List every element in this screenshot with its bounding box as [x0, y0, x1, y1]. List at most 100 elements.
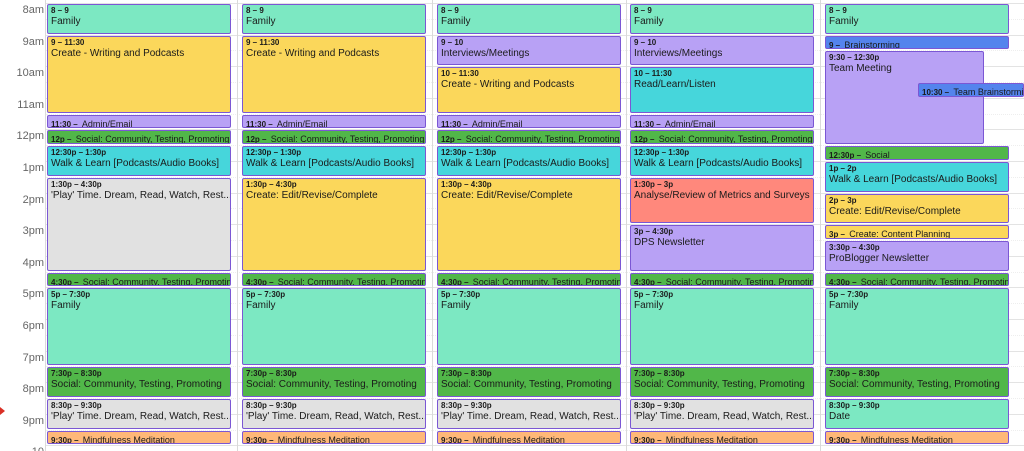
calendar-event[interactable]: 1:30p – 3p Analyse/Review of Metrics and … — [630, 177, 814, 224]
calendar-event[interactable]: 4:30p – Social: Community, Testing, Prom… — [630, 272, 814, 287]
calendar-event[interactable]: 12:30p – 1:30p Walk & Learn [Podcasts/Aud… — [47, 146, 231, 176]
event-title: Mindfulness Meditation — [665, 434, 758, 445]
calendar-event[interactable]: 12:30p – 1:30p Walk & Learn [Podcasts/Aud… — [437, 146, 621, 176]
event-title: Create: Content Planning — [849, 229, 951, 239]
event-title: Brainstorming — [844, 39, 900, 50]
calendar-event[interactable]: 11:30 – Admin/Email — [630, 114, 814, 129]
calendar-event[interactable]: 8:30p – 9:30p 'Play' Time. Dream, Read, W… — [630, 399, 814, 429]
hour-gridline — [46, 129, 1024, 131]
hour-gridline — [46, 66, 1024, 68]
calendar-event[interactable]: 12:30p – 1:30p Walk & Learn [Podcasts/Aud… — [630, 146, 814, 176]
calendar-event[interactable]: 5p – 7:30p Family — [47, 288, 231, 366]
calendar-event[interactable]: 1:30p – 4:30p Create: Edit/Revise/Complet… — [242, 177, 426, 271]
calendar-event[interactable]: 8:30p – 9:30p 'Play' Time. Dream, Read, W… — [437, 399, 621, 429]
calendar-event[interactable]: 8:30p – 9:30p 'Play' Time. Dream, Read, W… — [47, 399, 231, 429]
calendar-event[interactable]: 1:30p – 4:30p 'Play' Time. Dream, Read, W… — [47, 177, 231, 271]
time-label: 6pm — [22, 320, 44, 332]
time-label: 8am — [22, 4, 44, 16]
half-hour-gridline — [46, 145, 1024, 147]
calendar-event[interactable]: 9:30p – Mindfulness Meditation — [47, 430, 231, 445]
calendar-event[interactable]: 1:30p – 4:30p Create: Edit/Revise/Complet… — [437, 177, 621, 271]
calendar-event[interactable]: 7:30p – 8:30p Social: Community, Testing,… — [630, 367, 814, 397]
calendar-event[interactable]: 12p – Social: Community, Testing, Promot… — [242, 130, 426, 145]
calendar-event[interactable]: 9:30p – Mindfulness Meditation — [242, 430, 426, 445]
event-title: Create - Writing and Podcasts — [246, 47, 380, 59]
calendar-event[interactable]: 9 – 11:30 Create - Writing and Podcasts — [242, 35, 426, 113]
time-label: 9pm — [22, 414, 44, 427]
calendar-event[interactable]: 8 – 9 Family — [825, 4, 1009, 34]
calendar-event[interactable]: 8 – 9 Family — [437, 4, 621, 34]
event-title: Mindfulness Meditation — [82, 434, 175, 445]
calendar-event[interactable]: 8 – 9 Family — [630, 4, 814, 34]
event-time: 5p – 7:30p — [246, 290, 286, 300]
half-hour-gridline — [46, 429, 1024, 431]
calendar-event[interactable]: 3:30p – 4:30p ProBlogger Newsletter — [825, 241, 1009, 271]
calendar-event[interactable]: 5p – 7:30p Family — [825, 288, 1009, 366]
calendar-event[interactable]: 7:30p – 8:30p Social: Community, Testing,… — [47, 367, 231, 397]
calendar-event[interactable]: 9:30 – 12:30p Team Meeting — [825, 51, 984, 145]
calendar-event[interactable]: 9:30p – Mindfulness Meditation — [630, 430, 814, 445]
calendar-event[interactable]: 8 – 9 Family — [47, 4, 231, 34]
calendar-event[interactable]: 12p – Social: Community, Testing, Promot… — [437, 130, 621, 145]
calendar-event[interactable]: 10:30 – Team Brainstorming — [918, 83, 1024, 97]
event-time: 9 – 11:30 — [51, 37, 85, 47]
calendar-event[interactable]: 4:30p – Social: Community, Testing, Prom… — [437, 272, 621, 287]
calendar-event[interactable]: 8 – 9 Family — [242, 4, 426, 34]
calendar-event[interactable]: 12p – Social: Community, Testing, Promot… — [630, 130, 814, 145]
event-title: Family — [441, 16, 471, 27]
calendar-event[interactable]: 5p – 7:30p Family — [630, 288, 814, 366]
event-time: 3p – — [829, 230, 848, 239]
half-hour-gridline — [46, 366, 1024, 368]
event-title: Walk & Learn [Podcasts/Audio Books] — [441, 158, 610, 170]
calendar-event[interactable]: 9 – 10 Interviews/Meetings — [630, 35, 814, 66]
event-title: Social: Community, Testing, Promoting — [82, 276, 231, 287]
calendar-event[interactable]: 9:30p – Mindfulness Meditation — [437, 430, 621, 445]
calendar-event[interactable]: 3p – Create: Content Planning — [825, 225, 1009, 239]
calendar-event[interactable]: 5p – 7:30p Family — [437, 288, 621, 366]
event-time: 9 – 11:30 — [246, 37, 280, 47]
event-time: 4:30p – — [634, 277, 664, 287]
calendar-event[interactable]: 12:30p – 1:30p Walk & Learn [Podcasts/Aud… — [242, 146, 426, 176]
calendar-event[interactable]: 5p – 7:30p Family — [242, 288, 426, 366]
event-title: Admin/Email — [276, 118, 328, 129]
calendar-event[interactable]: 9 – 11:30 Create - Writing and Podcasts — [47, 35, 231, 113]
event-time: 5p – 7:30p — [829, 290, 869, 300]
event-title: Family — [51, 16, 81, 27]
calendar-event[interactable]: 12p – Social: Community, Testing, Promot… — [47, 130, 231, 145]
calendar-event[interactable]: 1p – 2p Walk & Learn [Podcasts/Audio Book… — [825, 162, 1009, 192]
calendar-event[interactable]: 4:30p – Social: Community, Testing, Prom… — [47, 272, 231, 287]
calendar-event[interactable]: 9 – 10 Interviews/Meetings — [437, 35, 621, 66]
event-title: Interviews/Meetings — [634, 47, 723, 59]
event-title: Family — [634, 16, 664, 27]
calendar-event[interactable]: 7:30p – 8:30p Social: Community, Testing,… — [242, 367, 426, 397]
calendar-event[interactable]: 11:30 – Admin/Email — [437, 114, 621, 129]
calendar-event[interactable]: 2p – 3p Create: Edit/Revise/Complete — [825, 193, 1009, 224]
calendar-event[interactable]: 4:30p – Social: Community, Testing, Prom… — [825, 272, 1009, 287]
calendar-event[interactable]: 9:30p – Mindfulness Meditation — [825, 430, 1009, 445]
event-time: 8 – 9 — [246, 6, 264, 15]
event-title: Read/Learn/Listen — [634, 79, 716, 91]
calendar-event[interactable]: 8:30p – 9:30p Date — [825, 399, 1009, 429]
calendar-event[interactable]: 9 – Brainstorming — [825, 35, 1009, 50]
event-time: 12:30p – 1:30p — [634, 148, 690, 158]
event-title: 'Play' Time. Dream, Read, Watch, Rest...… — [634, 411, 814, 422]
calendar-event[interactable]: 12:30p – Social — [825, 146, 1009, 160]
calendar-event[interactable]: 11:30 – Admin/Email — [242, 114, 426, 129]
calendar-event[interactable]: 3p – 4:30p DPS Newsletter — [630, 225, 814, 271]
event-title: ProBlogger Newsletter — [829, 253, 930, 264]
calendar-event[interactable]: 10 – 11:30 Create - Writing and Podcasts — [437, 67, 621, 113]
calendar-event[interactable]: 11:30 – Admin/Email — [47, 114, 231, 129]
calendar-event[interactable]: 7:30p – 8:30p Social: Community, Testing,… — [825, 367, 1009, 397]
event-title: Date — [829, 411, 851, 422]
event-title: Mindfulness Meditation — [472, 434, 565, 445]
calendar-event[interactable]: 4:30p – Social: Community, Testing, Prom… — [242, 272, 426, 287]
calendar-event[interactable]: 10 – 11:30 Read/Learn/Listen — [630, 67, 814, 113]
event-time: 12:30p – 1:30p — [246, 148, 302, 158]
event-time: 9 – 10 — [441, 37, 464, 47]
event-time: 12p – — [51, 135, 74, 145]
calendar-event[interactable]: 8:30p – 9:30p 'Play' Time. Dream, Read, W… — [242, 399, 426, 429]
time-label: 3pm — [22, 225, 44, 238]
event-time: 9:30p – — [51, 435, 81, 445]
event-title: Social: Community, Testing, Promoting — [246, 379, 417, 391]
calendar-event[interactable]: 7:30p – 8:30p Social: Community, Testing,… — [437, 367, 621, 397]
